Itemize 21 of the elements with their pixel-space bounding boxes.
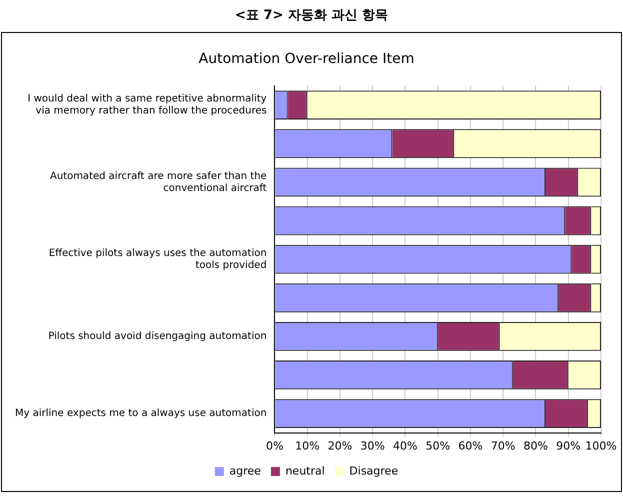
- x-tick-label: 80%: [524, 439, 548, 452]
- y-tick-label: I would deal with a same repetitive abnormality via memory rather than follow the procedures: [28, 94, 267, 117]
- x-tick-label: 50%: [426, 439, 450, 452]
- y-tick-label: Pilots should avoid disengaging automation: [48, 331, 267, 342]
- x-tick-label: 20%: [328, 439, 352, 452]
- legend-label: agree: [229, 464, 262, 478]
- x-tick-label: 100%: [585, 439, 617, 452]
- chart-subtitle: Automation Over-reliance Item: [198, 51, 414, 68]
- x-tick-label: 70%: [490, 439, 516, 452]
- x-tick-label: 0%: [266, 439, 284, 452]
- legend-label: Disagree: [349, 464, 398, 478]
- x-tick-label: 30%: [360, 439, 385, 452]
- y-tick-label: Automated aircraft are more safer than the conventional aircraft: [50, 170, 267, 194]
- x-tick-label: 90%: [556, 439, 581, 452]
- y-tick-label: Effective pilots always uses the automation tools provided: [48, 248, 267, 271]
- x-tick-label: 10%: [295, 439, 320, 452]
- x-tick-label: 60%: [458, 439, 483, 452]
- x-tick-label: 40%: [392, 439, 418, 452]
- legend-label: neutral: [285, 464, 325, 478]
- y-tick-label: My airline expects me to a always use automation: [14, 408, 267, 420]
- chart-title: <표 7> 자동화 과신 항목: [234, 7, 389, 25]
